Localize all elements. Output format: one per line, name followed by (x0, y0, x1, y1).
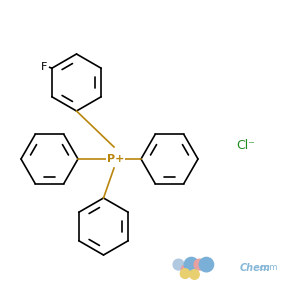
Text: Cl⁻: Cl⁻ (237, 139, 255, 152)
Text: .com: .com (257, 263, 277, 272)
Circle shape (173, 259, 184, 270)
Circle shape (181, 265, 190, 274)
Circle shape (180, 269, 190, 278)
Circle shape (199, 257, 214, 272)
Circle shape (194, 259, 205, 270)
Circle shape (184, 257, 199, 272)
Circle shape (190, 270, 199, 279)
Text: F: F (41, 62, 47, 72)
Text: P+: P+ (107, 154, 124, 164)
Text: Chem: Chem (240, 263, 271, 273)
